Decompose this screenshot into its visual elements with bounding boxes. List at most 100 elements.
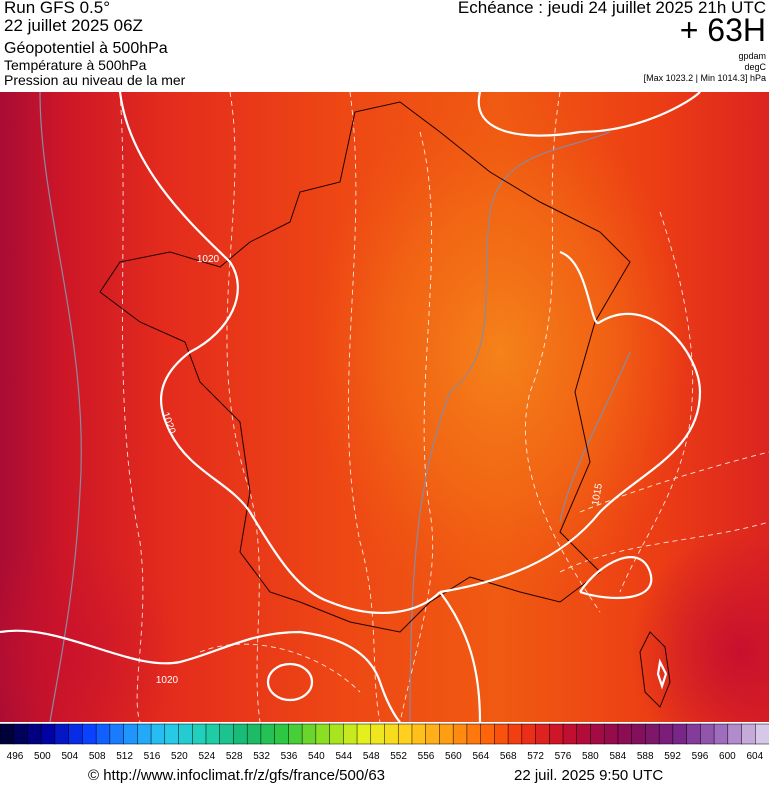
colorbar-label: 536 xyxy=(281,751,298,762)
colorbar-cell xyxy=(40,723,56,745)
colorbar-label: 556 xyxy=(418,751,435,762)
generated-time: 22 juil. 2025 9:50 UTC xyxy=(514,767,664,784)
colorbar-cell xyxy=(219,723,235,745)
colorbar-label: 564 xyxy=(472,751,489,762)
colorbar-cell xyxy=(466,723,482,745)
colorbar-label: 552 xyxy=(390,751,407,762)
colorbar-cell xyxy=(755,723,769,745)
colorbar-label: 512 xyxy=(116,751,133,762)
colorbar-cell xyxy=(658,723,674,745)
colorbar-cell xyxy=(617,723,633,745)
colorbar-cell xyxy=(356,723,372,745)
colorbar-label: 592 xyxy=(664,751,681,762)
colorbar-label: 500 xyxy=(34,751,51,762)
colorbar-label: 572 xyxy=(527,751,544,762)
colorbar: 496 500 504 508 512 516 520 524 528 532 536 540 544 5… xyxy=(0,723,769,762)
colorbar-label: 568 xyxy=(500,751,517,762)
colorbar-cell xyxy=(109,723,125,745)
colorbar-label: 580 xyxy=(582,751,599,762)
isobars xyxy=(0,92,702,722)
colorbar-cell xyxy=(178,723,193,745)
colorbar-label: 560 xyxy=(445,751,462,762)
colorbar-cell xyxy=(274,723,290,745)
field-label: Température à 500hPa xyxy=(4,57,147,73)
colorbar-cell xyxy=(535,723,551,745)
colorbar-cell xyxy=(164,723,180,745)
colorbar-label: 544 xyxy=(335,751,352,762)
island-border xyxy=(639,631,671,708)
colorbar-label: 576 xyxy=(555,751,572,762)
colorbar-cell xyxy=(301,723,317,745)
isobar-label: 1020 xyxy=(197,254,220,265)
colorbar-cell xyxy=(686,723,702,745)
colorbar-cell xyxy=(713,723,729,745)
colorbar-cell xyxy=(411,723,427,745)
colorbar-cell xyxy=(370,723,386,745)
colorbar-cell xyxy=(137,723,152,745)
colorbar-cell xyxy=(329,723,345,745)
run-label: Run GFS 0.5° xyxy=(4,0,111,17)
colorbar-cell xyxy=(425,723,441,745)
run-date: 22 juillet 2025 06Z xyxy=(4,16,143,35)
colorbar-label: 584 xyxy=(609,751,626,762)
forecast-offset: + 63H xyxy=(679,12,766,48)
colorbar-cell xyxy=(507,723,523,745)
unit-label: gpdam xyxy=(738,51,766,61)
colorbar-cell xyxy=(397,723,413,745)
isobar-label: 1020 xyxy=(156,675,179,686)
colorbar-cell xyxy=(246,723,262,745)
colorbar-label: 540 xyxy=(308,751,325,762)
warm-area xyxy=(310,92,690,612)
colorbar-cell xyxy=(260,723,276,745)
colorbar-cell xyxy=(521,723,537,745)
colorbar-label: 520 xyxy=(171,751,188,762)
colorbar-cell xyxy=(150,723,166,745)
colorbar-cell xyxy=(700,723,715,745)
max-min-label: [Max 1023.2 | Min 1014.3] hPa xyxy=(643,73,766,83)
colorbar-label: 504 xyxy=(61,751,78,762)
unit-label: degC xyxy=(744,62,766,72)
country-border xyxy=(99,101,631,633)
colorbar-cell xyxy=(439,723,454,745)
field-label: Géopotentiel à 500hPa xyxy=(4,40,168,57)
colorbar-cell xyxy=(68,723,84,745)
colorbar-cell xyxy=(13,723,29,745)
colorbar-cell xyxy=(562,723,578,745)
colorbar-cell xyxy=(590,723,605,745)
colorbar-label: 524 xyxy=(198,751,215,762)
colorbar-label: 508 xyxy=(89,751,106,762)
colorbar-cell xyxy=(631,723,647,745)
colorbar-cell xyxy=(123,723,139,745)
isobar-label: 1015 xyxy=(590,482,605,506)
colorbar-cell xyxy=(27,723,42,745)
colorbar-cell xyxy=(727,723,743,745)
colorbar-cell xyxy=(343,723,358,745)
colorbar-label: 528 xyxy=(226,751,243,762)
colorbar-cell xyxy=(0,723,15,745)
colorbar-cell xyxy=(576,723,592,745)
colorbar-label: 532 xyxy=(253,751,270,762)
colorbar-cell xyxy=(741,723,757,745)
colorbar-label: 596 xyxy=(692,751,709,762)
colorbar-cell xyxy=(645,723,660,745)
geopotential-lines xyxy=(39,92,631,722)
cool-area xyxy=(0,542,180,722)
colorbar-cell xyxy=(384,723,399,745)
colorbar-label: 496 xyxy=(7,751,24,762)
colorbar-label: 588 xyxy=(637,751,654,762)
colorbar-cell xyxy=(480,723,496,745)
colorbar-cell xyxy=(192,723,207,745)
colorbar-cell xyxy=(205,723,221,745)
colorbar-cell xyxy=(95,723,111,745)
colorbar-cell xyxy=(82,723,97,745)
colorbar-cell xyxy=(672,723,688,745)
field-label: Pression au niveau de la mer xyxy=(4,72,186,88)
colorbar-cell xyxy=(549,723,564,745)
colorbar-label: 600 xyxy=(719,751,736,762)
isotherms xyxy=(119,92,769,722)
colorbar-cell xyxy=(233,723,248,745)
colorbar-cell xyxy=(315,723,331,745)
colorbar-cell xyxy=(288,723,303,745)
